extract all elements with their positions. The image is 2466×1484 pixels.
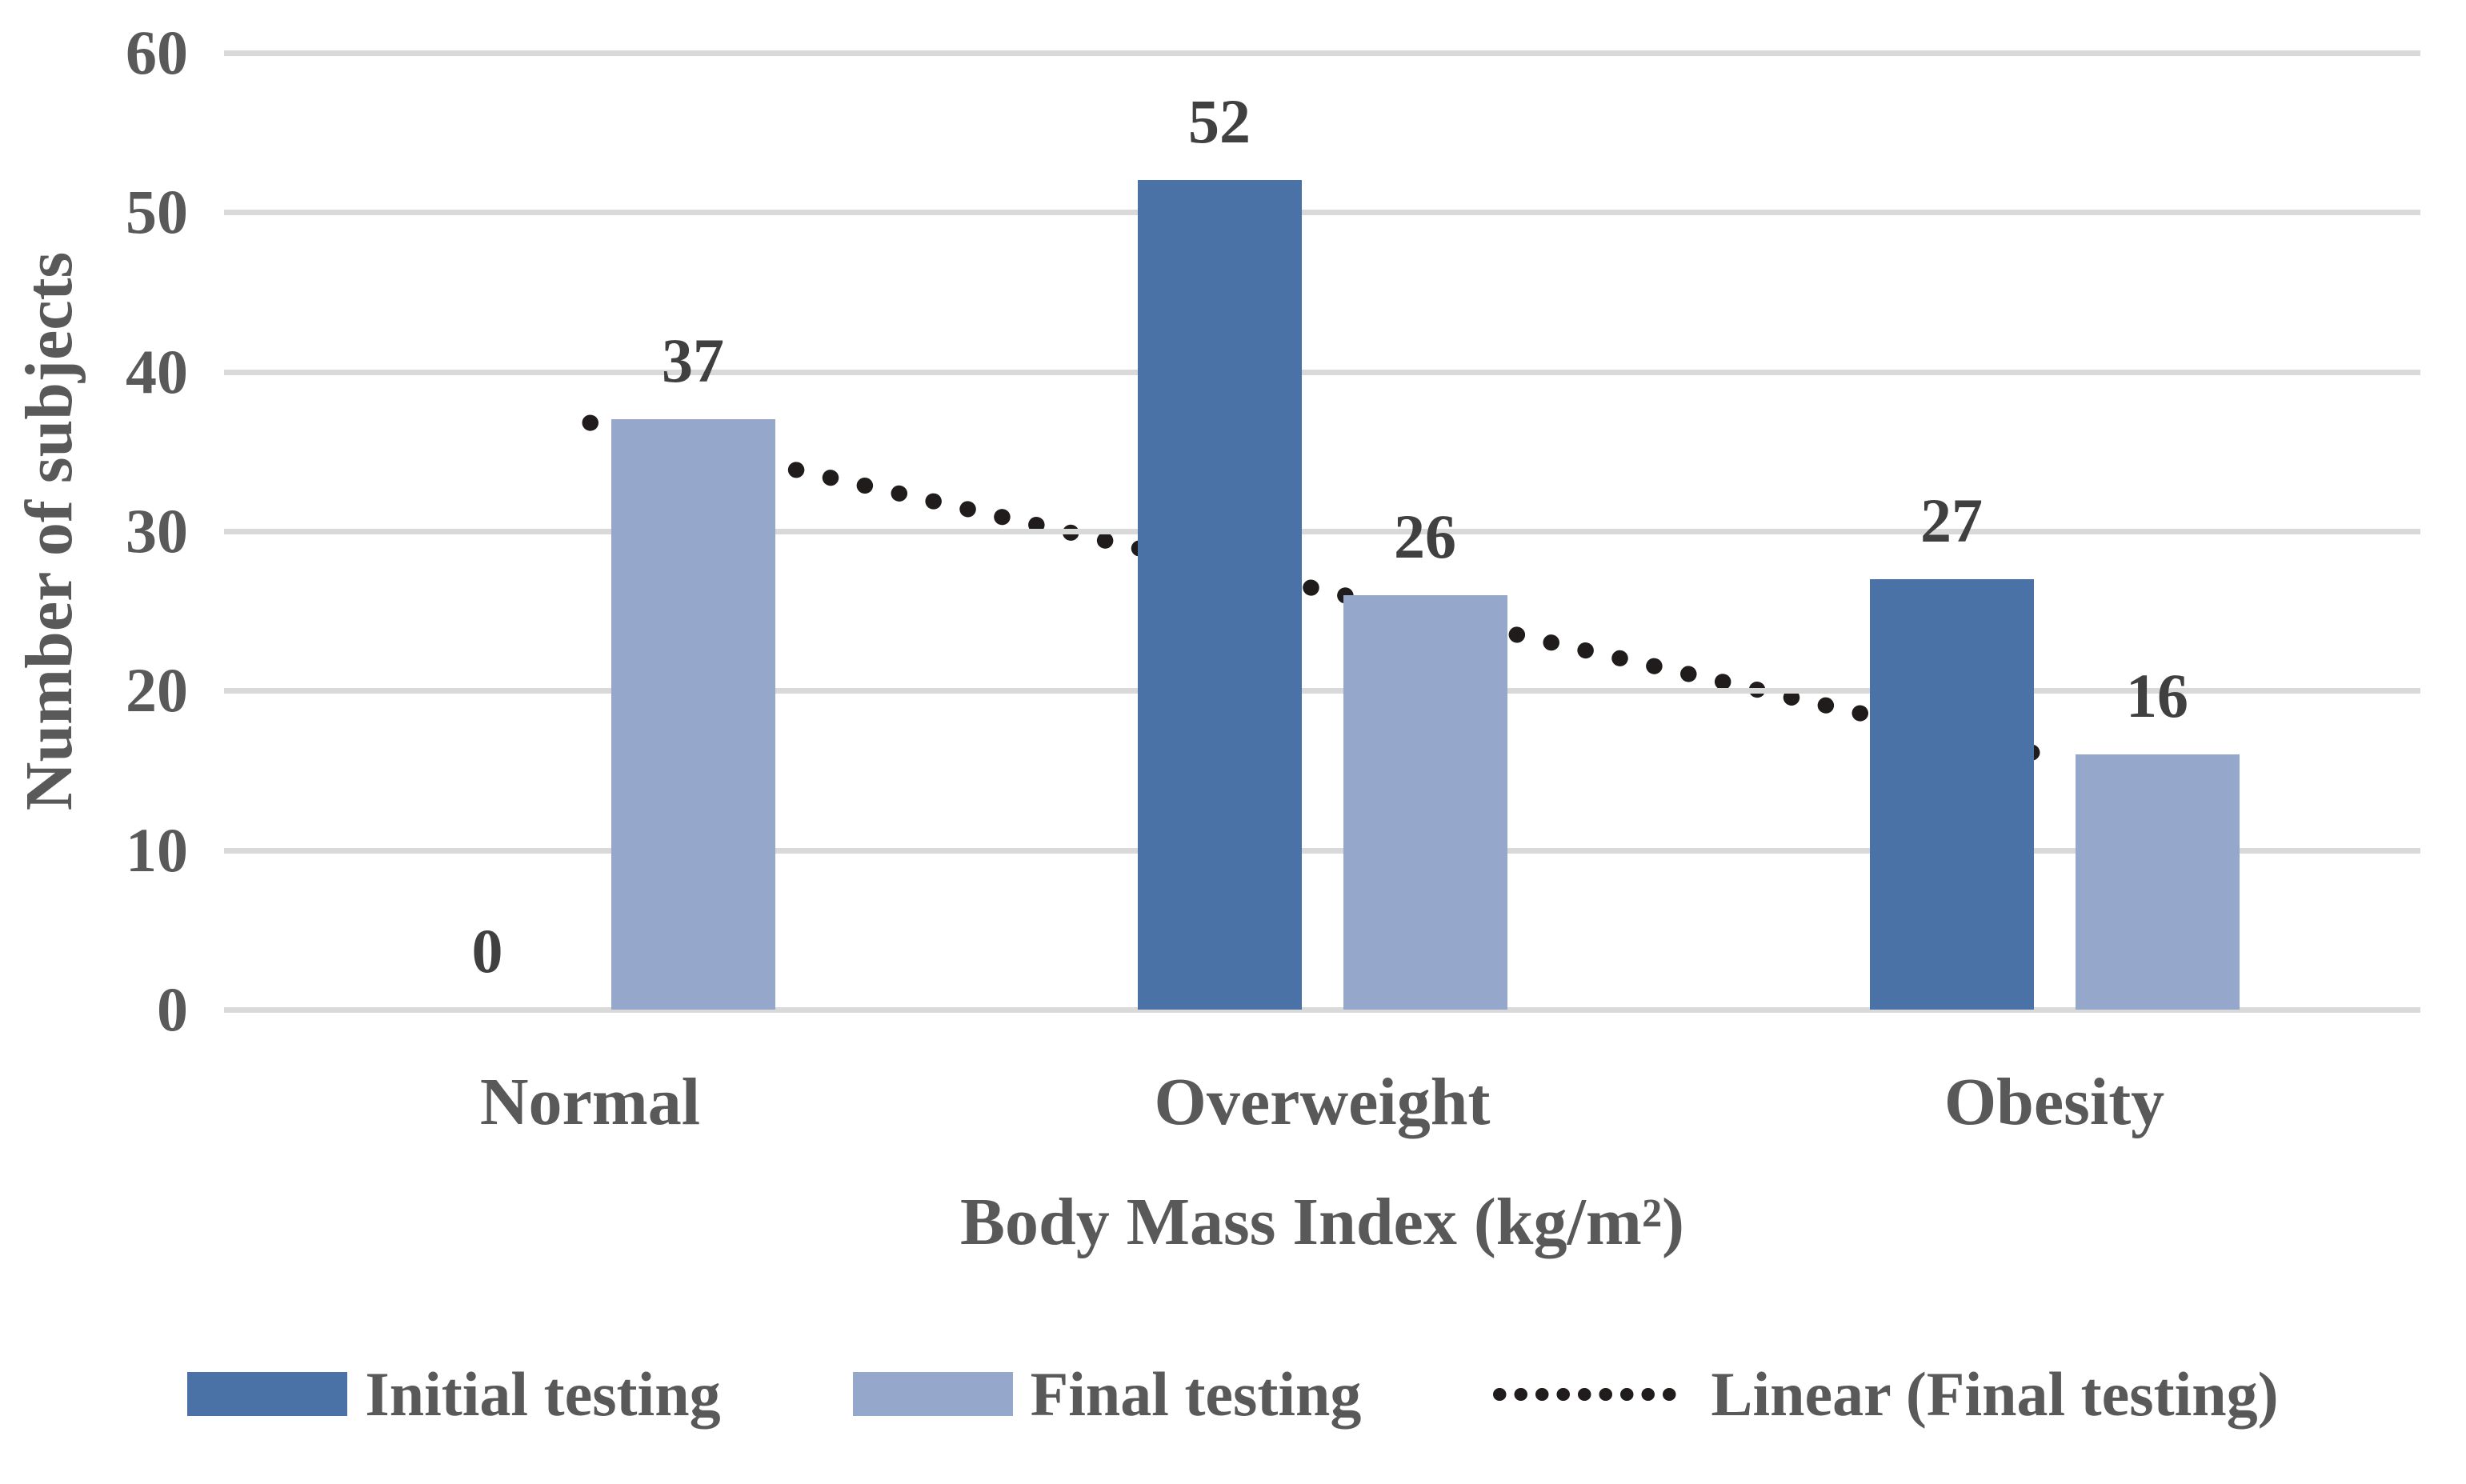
data-label-final-testing-normal: 37 [662,326,724,396]
bar-initial-testing-obesity [1869,578,2034,1010]
bar-final-testing-obesity [2075,754,2240,1010]
x-axis-title: Body Mass Index (kg/m²) [960,1185,1684,1259]
data-label-final-testing-overweight: 26 [1394,501,1456,571]
y-tick-label-60: 60 [126,18,188,87]
gridline-20 [224,688,2420,694]
bar-initial-testing-overweight [1137,180,1302,1010]
x-category-label-obesity: Obesity [1944,1065,2165,1139]
legend-item-linear-final-testing-: Linear (Final testing) [1493,1358,2279,1430]
gridline-0 [224,1007,2420,1013]
legend-swatch [187,1372,348,1417]
y-tick-label-0: 0 [157,974,188,1044]
x-category-label-overweight: Overweight [1154,1065,1491,1139]
legend-dotted-line-sample [1493,1387,1694,1401]
data-label-final-testing-obesity: 16 [2126,661,2188,731]
data-label-initial-testing-normal: 0 [471,916,503,986]
legend-label: Initial testing [365,1359,721,1429]
y-tick-label-50: 50 [126,177,188,247]
legend-item-final-testing: Final testing [852,1358,1362,1430]
legend-swatch [852,1372,1013,1417]
legend-label: Final testing [1030,1359,1362,1429]
gridline-40 [224,369,2420,375]
bar-final-testing-overweight [1343,594,1507,1010]
bar-final-testing-normal [610,419,775,1010]
data-label-initial-testing-obesity: 27 [1920,485,1983,555]
gridline-30 [224,529,2420,534]
gridline-60 [224,50,2420,56]
legend-label: Linear (Final testing) [1711,1359,2279,1429]
gridline-10 [224,847,2420,854]
data-label-initial-testing-overweight: 52 [1188,86,1251,157]
y-tick-label-30: 30 [126,496,188,566]
y-tick-label-10: 10 [126,814,188,885]
plot-area: 0 37 52 26 27 16 [224,50,2420,1013]
trendline-dotted [582,414,2063,766]
y-tick-label-20: 20 [126,655,188,726]
y-tick-label-40: 40 [126,336,188,406]
legend: Initial testing Final testing Linear (Fina… [0,1358,2466,1430]
x-category-label-normal: Normal [479,1065,701,1139]
legend-item-initial-testing: Initial testing [187,1358,721,1430]
trendline-layer [582,414,2063,766]
gridline-50 [224,210,2420,216]
